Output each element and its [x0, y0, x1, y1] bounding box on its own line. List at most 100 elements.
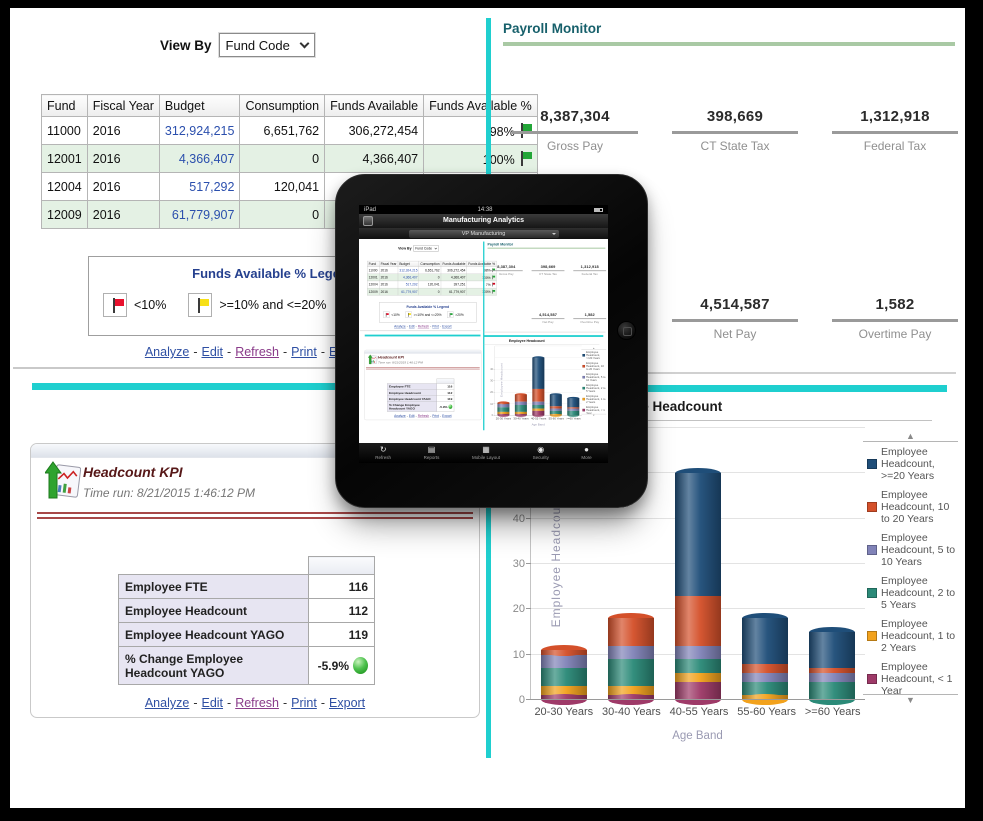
ipad-content: View By Fund Code Fund Fiscal Year Budge…	[359, 239, 608, 443]
col-fiscal-year: Fiscal Year	[86, 94, 160, 117]
main-dashboard-host: View By Fund Code Fund Fiscal Year Budge…	[10, 8, 965, 808]
home-icon[interactable]	[363, 216, 373, 226]
toolbar-reports-button[interactable]: ▤ Reports	[423, 445, 440, 460]
horizontal-divider-right	[483, 335, 604, 337]
print-link[interactable]: Print	[291, 696, 317, 710]
y-axis-tick-label: 0	[491, 413, 494, 417]
cylinder-cap	[541, 645, 588, 657]
bar-segment	[741, 681, 788, 696]
analyze-link[interactable]: Analyze	[144, 345, 190, 359]
view-by-control: View By Fund Code	[160, 33, 315, 57]
stacked-bar-20-30 Years	[497, 401, 510, 417]
stacked-bar->=60 Years	[567, 396, 580, 417]
bar-segment	[549, 408, 562, 411]
bar-segment	[674, 595, 721, 646]
view-by-label: View By	[160, 37, 212, 53]
ipad-dashboard-dropdown[interactable]: VP Manufacturing	[408, 229, 559, 238]
cell-funds-available-pct: 100%	[466, 273, 497, 282]
stacked-bar->=60 Years	[808, 627, 855, 705]
legend-swatch	[867, 588, 877, 598]
headcount-kpi-icon	[45, 461, 81, 499]
print-link[interactable]: Print	[432, 414, 439, 419]
legend-item-label: <10%	[391, 312, 400, 317]
cylinder-cap	[497, 401, 510, 405]
chart-plot-area: 0 10 20 30 40	[513, 427, 865, 706]
edit-link[interactable]: Edit	[408, 414, 415, 419]
flag-icon	[449, 312, 453, 317]
kpi-row-value: 112	[436, 389, 455, 396]
legend-swatch	[867, 631, 877, 641]
view-by-select[interactable]: Fund Code	[413, 245, 439, 252]
kpi-label: Overtime Pay	[580, 320, 600, 324]
analyze-link[interactable]: Analyze	[394, 324, 406, 329]
chart-legend-item: Employee Headcount, < 1 Year	[582, 406, 606, 414]
bar-segment	[674, 473, 721, 596]
toolbar-refresh-button[interactable]: ↻ Refresh	[375, 445, 392, 460]
view-by-select[interactable]: Fund Code	[218, 33, 315, 57]
legend-scroll-down[interactable]: ▼	[581, 413, 607, 417]
chart-bars	[531, 428, 865, 705]
export-link[interactable]: Export	[442, 414, 452, 419]
legend-label: Employee Headcount, 2 to 5 Years	[881, 575, 956, 611]
refresh-link[interactable]: Refresh	[417, 324, 430, 329]
refresh-link[interactable]: Refresh	[417, 414, 430, 419]
stacked-bar-55-60 Years	[741, 613, 788, 705]
legend-label: Employee Headcount, < 1 Year	[881, 661, 953, 694]
analyze-link[interactable]: Analyze	[144, 696, 190, 710]
cylinder-cap	[674, 468, 721, 480]
x-axis-tick-labels: 20-30 Years 30-40 Years 40-55 Years 55-60 Y…	[530, 706, 865, 718]
cylinder-cap	[741, 613, 788, 625]
cell-funds-available: 306,272,454	[440, 266, 467, 274]
legend-scroll-up[interactable]: ▲	[581, 347, 607, 350]
bar-segment	[532, 410, 545, 416]
table-row: 12001 2016 4,366,407 0 4,366,407 100%	[367, 273, 497, 282]
toolbar-layout-button[interactable]: ▦ Mobile Layout	[471, 445, 500, 460]
chart-legend-item: Employee Headcount, 2 to 5 Years	[582, 384, 606, 393]
refresh-link[interactable]: Refresh	[235, 696, 279, 710]
analyze-link[interactable]: Analyze	[394, 414, 406, 419]
stacked-bar-30-40 Years	[608, 613, 655, 705]
edit-link[interactable]: Edit	[201, 696, 224, 710]
edit-link[interactable]: Edit	[408, 324, 415, 329]
kpi-value: 4,514,587	[700, 296, 770, 313]
kpi-value: 8,387,304	[497, 264, 516, 269]
chart-title-underline	[488, 420, 932, 421]
bar-segment	[514, 411, 527, 415]
cell-consumption: 120,041	[239, 172, 326, 201]
export-link[interactable]: Export	[329, 696, 366, 710]
ipad-home-button[interactable]	[617, 321, 636, 340]
legend-label: Employee Headcount, 10 to 20 Years	[881, 489, 950, 525]
bar-segment	[608, 686, 655, 696]
print-link[interactable]: Print	[432, 324, 439, 329]
flag-box	[447, 311, 454, 318]
cell-fund: 12009	[41, 200, 88, 229]
legend-label: Employee Headcount, >=20 Years	[881, 446, 935, 482]
legend-title: Funds Available % Legend	[406, 304, 450, 309]
export-link[interactable]: Export	[442, 324, 452, 329]
chart-legend-item: Employee Headcount, 2 to 5 Years	[867, 575, 958, 611]
bar-segment	[532, 388, 545, 402]
kpi-label: Federal Tax	[581, 272, 598, 276]
view-by-value: Fund Code	[415, 246, 432, 251]
print-link[interactable]: Print	[291, 345, 317, 359]
chart-legend-item: Employee Headcount, 1 to 2 Years	[867, 618, 958, 654]
flag-icon	[492, 289, 496, 294]
x-axis-tick-label: 55-60 Years	[548, 416, 564, 421]
headcount-kpi-panel: Headcount KPI Time run: 8/21/2015 1:46:1…	[364, 349, 482, 421]
flag-box	[188, 293, 213, 317]
bar-segment	[532, 357, 545, 389]
legend-scroll-down[interactable]: ▼	[863, 694, 958, 705]
cell-fiscal-year: 2016	[379, 273, 399, 282]
legend-scroll-up[interactable]: ▲	[863, 432, 958, 442]
toolbar-more-button[interactable]: ● More	[581, 445, 592, 460]
cell-fund: 12004	[41, 172, 88, 201]
toolbar-security-button[interactable]: ◉ Security	[532, 445, 549, 460]
cell-funds-available: 61,779,907	[440, 287, 467, 296]
ipad-toolbar: ↻ Refresh ▤ Reports ▦ Mobile Layout ◉ Securi…	[359, 443, 608, 463]
refresh-link[interactable]: Refresh	[235, 345, 279, 359]
horizontal-divider-right	[488, 385, 947, 392]
cell-budget: 61,779,907	[158, 200, 241, 229]
flag-icon	[519, 122, 532, 138]
edit-link[interactable]: Edit	[201, 345, 224, 359]
flag-icon	[492, 282, 496, 287]
